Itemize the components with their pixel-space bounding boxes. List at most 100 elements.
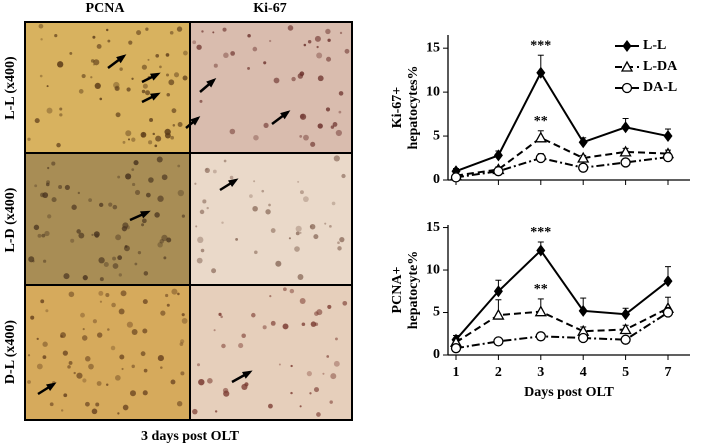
nucleus bbox=[278, 363, 281, 366]
micrograph-border bbox=[189, 284, 353, 421]
nucleus bbox=[124, 245, 128, 248]
x-axis-label: Days post OLT bbox=[524, 385, 614, 400]
nucleus bbox=[68, 291, 75, 298]
nucleus bbox=[76, 372, 83, 379]
nucleus bbox=[241, 333, 246, 339]
arrow-head bbox=[228, 178, 239, 187]
nucleus bbox=[213, 329, 216, 332]
nucleus bbox=[303, 196, 309, 203]
nucleus bbox=[155, 135, 162, 142]
nucleus bbox=[40, 38, 43, 41]
nucleus bbox=[313, 387, 320, 393]
nucleus bbox=[118, 273, 122, 277]
marker bbox=[662, 152, 674, 163]
y-axis-label: PCNA+ bbox=[390, 267, 405, 314]
nucleus bbox=[140, 131, 147, 138]
nucleus bbox=[310, 141, 316, 147]
nucleus bbox=[111, 302, 116, 308]
nucleus bbox=[247, 33, 251, 38]
micrograph bbox=[190, 22, 352, 153]
nucleus bbox=[28, 256, 35, 263]
nucleus bbox=[161, 174, 168, 181]
nucleus bbox=[105, 28, 109, 32]
nucleus bbox=[322, 372, 325, 375]
nucleus bbox=[70, 238, 75, 243]
y-axis-label: hepatocytes% bbox=[406, 66, 421, 150]
column-label: Ki-67 bbox=[253, 1, 286, 16]
annotation: *** bbox=[530, 225, 551, 240]
nucleus bbox=[165, 73, 170, 77]
series-line bbox=[455, 248, 669, 341]
nucleus bbox=[316, 309, 323, 316]
marker bbox=[493, 336, 504, 347]
nucleus bbox=[310, 321, 317, 327]
nucleus bbox=[218, 312, 222, 316]
nucleus bbox=[299, 113, 307, 120]
y-tick-label: 10 bbox=[426, 262, 440, 277]
nucleus bbox=[342, 300, 348, 306]
nucleus bbox=[249, 194, 253, 198]
nucleus bbox=[299, 135, 303, 138]
nucleus bbox=[98, 290, 104, 296]
nucleus bbox=[169, 30, 174, 35]
nucleus bbox=[131, 168, 135, 172]
nucleus bbox=[176, 401, 183, 407]
nucleus bbox=[330, 125, 335, 129]
nucleus bbox=[254, 250, 258, 255]
nucleus bbox=[37, 233, 42, 238]
nucleus bbox=[45, 309, 49, 313]
nucleus bbox=[290, 391, 293, 395]
nucleus bbox=[288, 237, 291, 240]
series-line bbox=[455, 156, 669, 179]
nucleus bbox=[195, 225, 198, 228]
nucleus bbox=[78, 89, 84, 94]
nucleus bbox=[206, 206, 209, 210]
nucleus bbox=[34, 184, 38, 188]
marker bbox=[534, 305, 547, 317]
series-line bbox=[455, 70, 669, 173]
nucleus bbox=[194, 182, 197, 185]
marker bbox=[621, 121, 631, 134]
x-tick-label: 3 bbox=[537, 365, 544, 380]
nucleus bbox=[134, 262, 138, 266]
nucleus bbox=[38, 23, 44, 29]
nucleus bbox=[197, 363, 201, 367]
nucleus bbox=[145, 192, 151, 198]
nucleus bbox=[275, 260, 282, 267]
nucleus bbox=[120, 290, 127, 297]
nucleus bbox=[90, 59, 95, 63]
nucleus bbox=[201, 30, 204, 33]
marker bbox=[619, 323, 632, 335]
nucleus bbox=[99, 97, 103, 101]
marker bbox=[493, 149, 503, 162]
x-tick-label: 1 bbox=[453, 365, 460, 380]
nucleus bbox=[309, 223, 316, 230]
arrow-head bbox=[150, 92, 161, 101]
nucleus bbox=[307, 40, 312, 44]
nucleus bbox=[103, 261, 109, 268]
nucleus bbox=[329, 224, 332, 228]
y-tick-label: 0 bbox=[433, 347, 440, 362]
nucleus bbox=[262, 325, 267, 330]
nucleus bbox=[107, 328, 110, 331]
nucleus bbox=[42, 355, 47, 360]
nucleus bbox=[171, 288, 178, 295]
nucleus bbox=[126, 321, 133, 328]
nucleus bbox=[93, 231, 100, 238]
nucleus bbox=[115, 234, 122, 241]
nucleus bbox=[207, 378, 213, 384]
nucleus bbox=[333, 360, 340, 367]
marker bbox=[620, 157, 631, 168]
nucleus bbox=[92, 35, 96, 39]
nucleus bbox=[143, 271, 149, 276]
nucleus bbox=[131, 329, 138, 335]
nucleus bbox=[60, 332, 66, 338]
x-tick-label: 2 bbox=[495, 365, 502, 380]
nucleus bbox=[247, 66, 250, 70]
nucleus bbox=[152, 132, 156, 136]
nucleus bbox=[287, 25, 294, 31]
nucleus bbox=[261, 189, 265, 193]
y-tick-label: 0 bbox=[433, 172, 440, 187]
nucleus bbox=[60, 409, 64, 412]
